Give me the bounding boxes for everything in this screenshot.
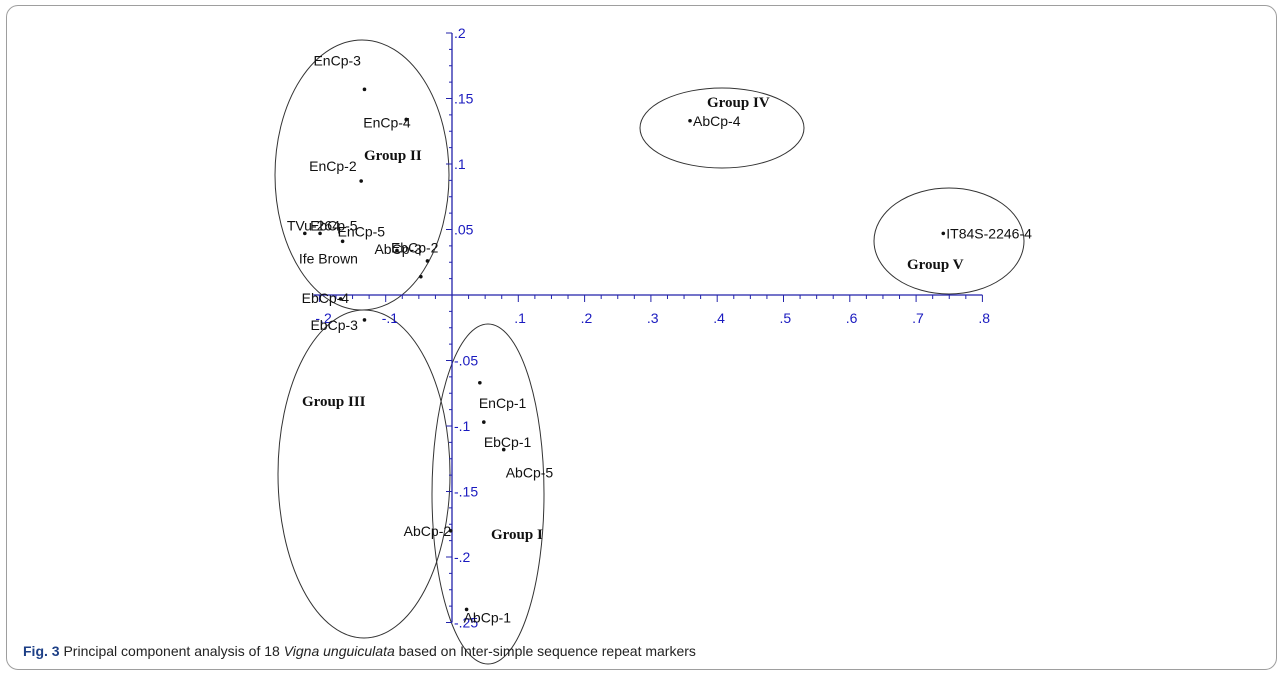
group-i-ellipse — [431, 323, 545, 665]
point-label: IT84S-2246-4 — [946, 225, 1032, 241]
data-point — [501, 447, 506, 452]
point-label: EnCp-1 — [479, 395, 527, 411]
data-point — [464, 607, 469, 612]
data-point — [362, 87, 367, 92]
point-label: AbCp-2 — [404, 523, 452, 539]
point-label: EnCp-5 — [338, 223, 386, 239]
x-tick-label: .7 — [912, 310, 924, 326]
y-tick-label: .2 — [454, 25, 466, 41]
y-tick-label: .1 — [454, 156, 466, 172]
group-v-ellipse — [873, 187, 1025, 295]
data-point — [425, 259, 430, 263]
caption-text-before: Principal component analysis of 18 — [63, 643, 284, 659]
caption-text-after: based on Inter-simple sequence repeat ma… — [394, 643, 696, 659]
point-label: EnCp-4 — [363, 114, 411, 130]
figure-caption: Fig. 3 Principal component analysis of 1… — [23, 643, 696, 659]
group-iv-label: Group IV — [707, 95, 770, 111]
data-point — [419, 274, 423, 279]
y-tick-label: .05 — [454, 222, 474, 238]
point-label: TVu-264 — [287, 217, 340, 233]
point-label: EbCp-5 — [310, 217, 358, 233]
point-label: EbCp-4 — [302, 290, 350, 306]
figure-number: Fig. 3 — [23, 643, 60, 659]
caption-species: Vigna unguiculata — [283, 643, 395, 659]
point-label: AbCp-3 — [374, 241, 422, 257]
group-ii-ellipse — [274, 39, 450, 311]
point-label: AbCp-5 — [506, 465, 554, 481]
x-tick-label: .8 — [978, 310, 990, 326]
point-label: EbCp-1 — [484, 434, 532, 450]
x-tick-label: .2 — [581, 310, 593, 326]
y-tick-label: .15 — [454, 91, 474, 107]
data-point — [482, 420, 486, 424]
y-tick-label: -.25 — [454, 615, 478, 631]
x-tick-label: .4 — [713, 310, 725, 326]
y-tick-label: -.15 — [454, 484, 478, 500]
group-iv-ellipse — [639, 87, 805, 169]
figure-frame — [6, 5, 1277, 670]
group-i-label: Group I — [491, 527, 543, 543]
axes: -.2 -.1 .1 .2 .3 .4 .5 .6 .7 .8 .2 .15 .1 .05 -.05 -.1 -… — [313, 25, 990, 631]
point-label: EbCp-2 — [391, 239, 439, 255]
data-point — [688, 118, 692, 123]
group-iii-ellipse — [277, 309, 451, 639]
data-point — [395, 248, 399, 253]
data-point — [404, 117, 409, 122]
point-label: EbCp-3 — [310, 317, 358, 333]
x-tick-label: -.2 — [315, 310, 332, 326]
point-label: AbCp-1 — [464, 609, 512, 625]
data-point — [359, 179, 363, 183]
x-tick-label: .6 — [846, 310, 858, 326]
data-point — [478, 380, 482, 385]
y-tick-label: -.2 — [454, 549, 471, 565]
data-point — [362, 318, 367, 322]
x-tick-label: .3 — [647, 310, 659, 326]
x-tick-label: .1 — [514, 310, 526, 326]
data-point — [340, 239, 345, 244]
point-label: Ife Brown — [299, 251, 358, 267]
data-point — [338, 297, 343, 301]
x-tick-label: -.1 — [382, 310, 399, 326]
group-iii-label: Group III — [302, 394, 366, 410]
point-label: EnCp-3 — [313, 52, 361, 68]
data-point — [941, 231, 946, 236]
data-point — [318, 231, 322, 236]
group-ii-label: Group II — [364, 148, 422, 164]
point-label: EnCp-2 — [309, 158, 357, 174]
y-tick-label: -.1 — [454, 418, 471, 434]
data-point — [448, 529, 453, 533]
point-label: AbCp-4 — [693, 113, 741, 129]
data-point — [303, 231, 307, 236]
y-tick-label: -.05 — [454, 353, 478, 369]
x-tick-label: .5 — [780, 310, 792, 326]
group-v-label: Group V — [907, 257, 964, 273]
